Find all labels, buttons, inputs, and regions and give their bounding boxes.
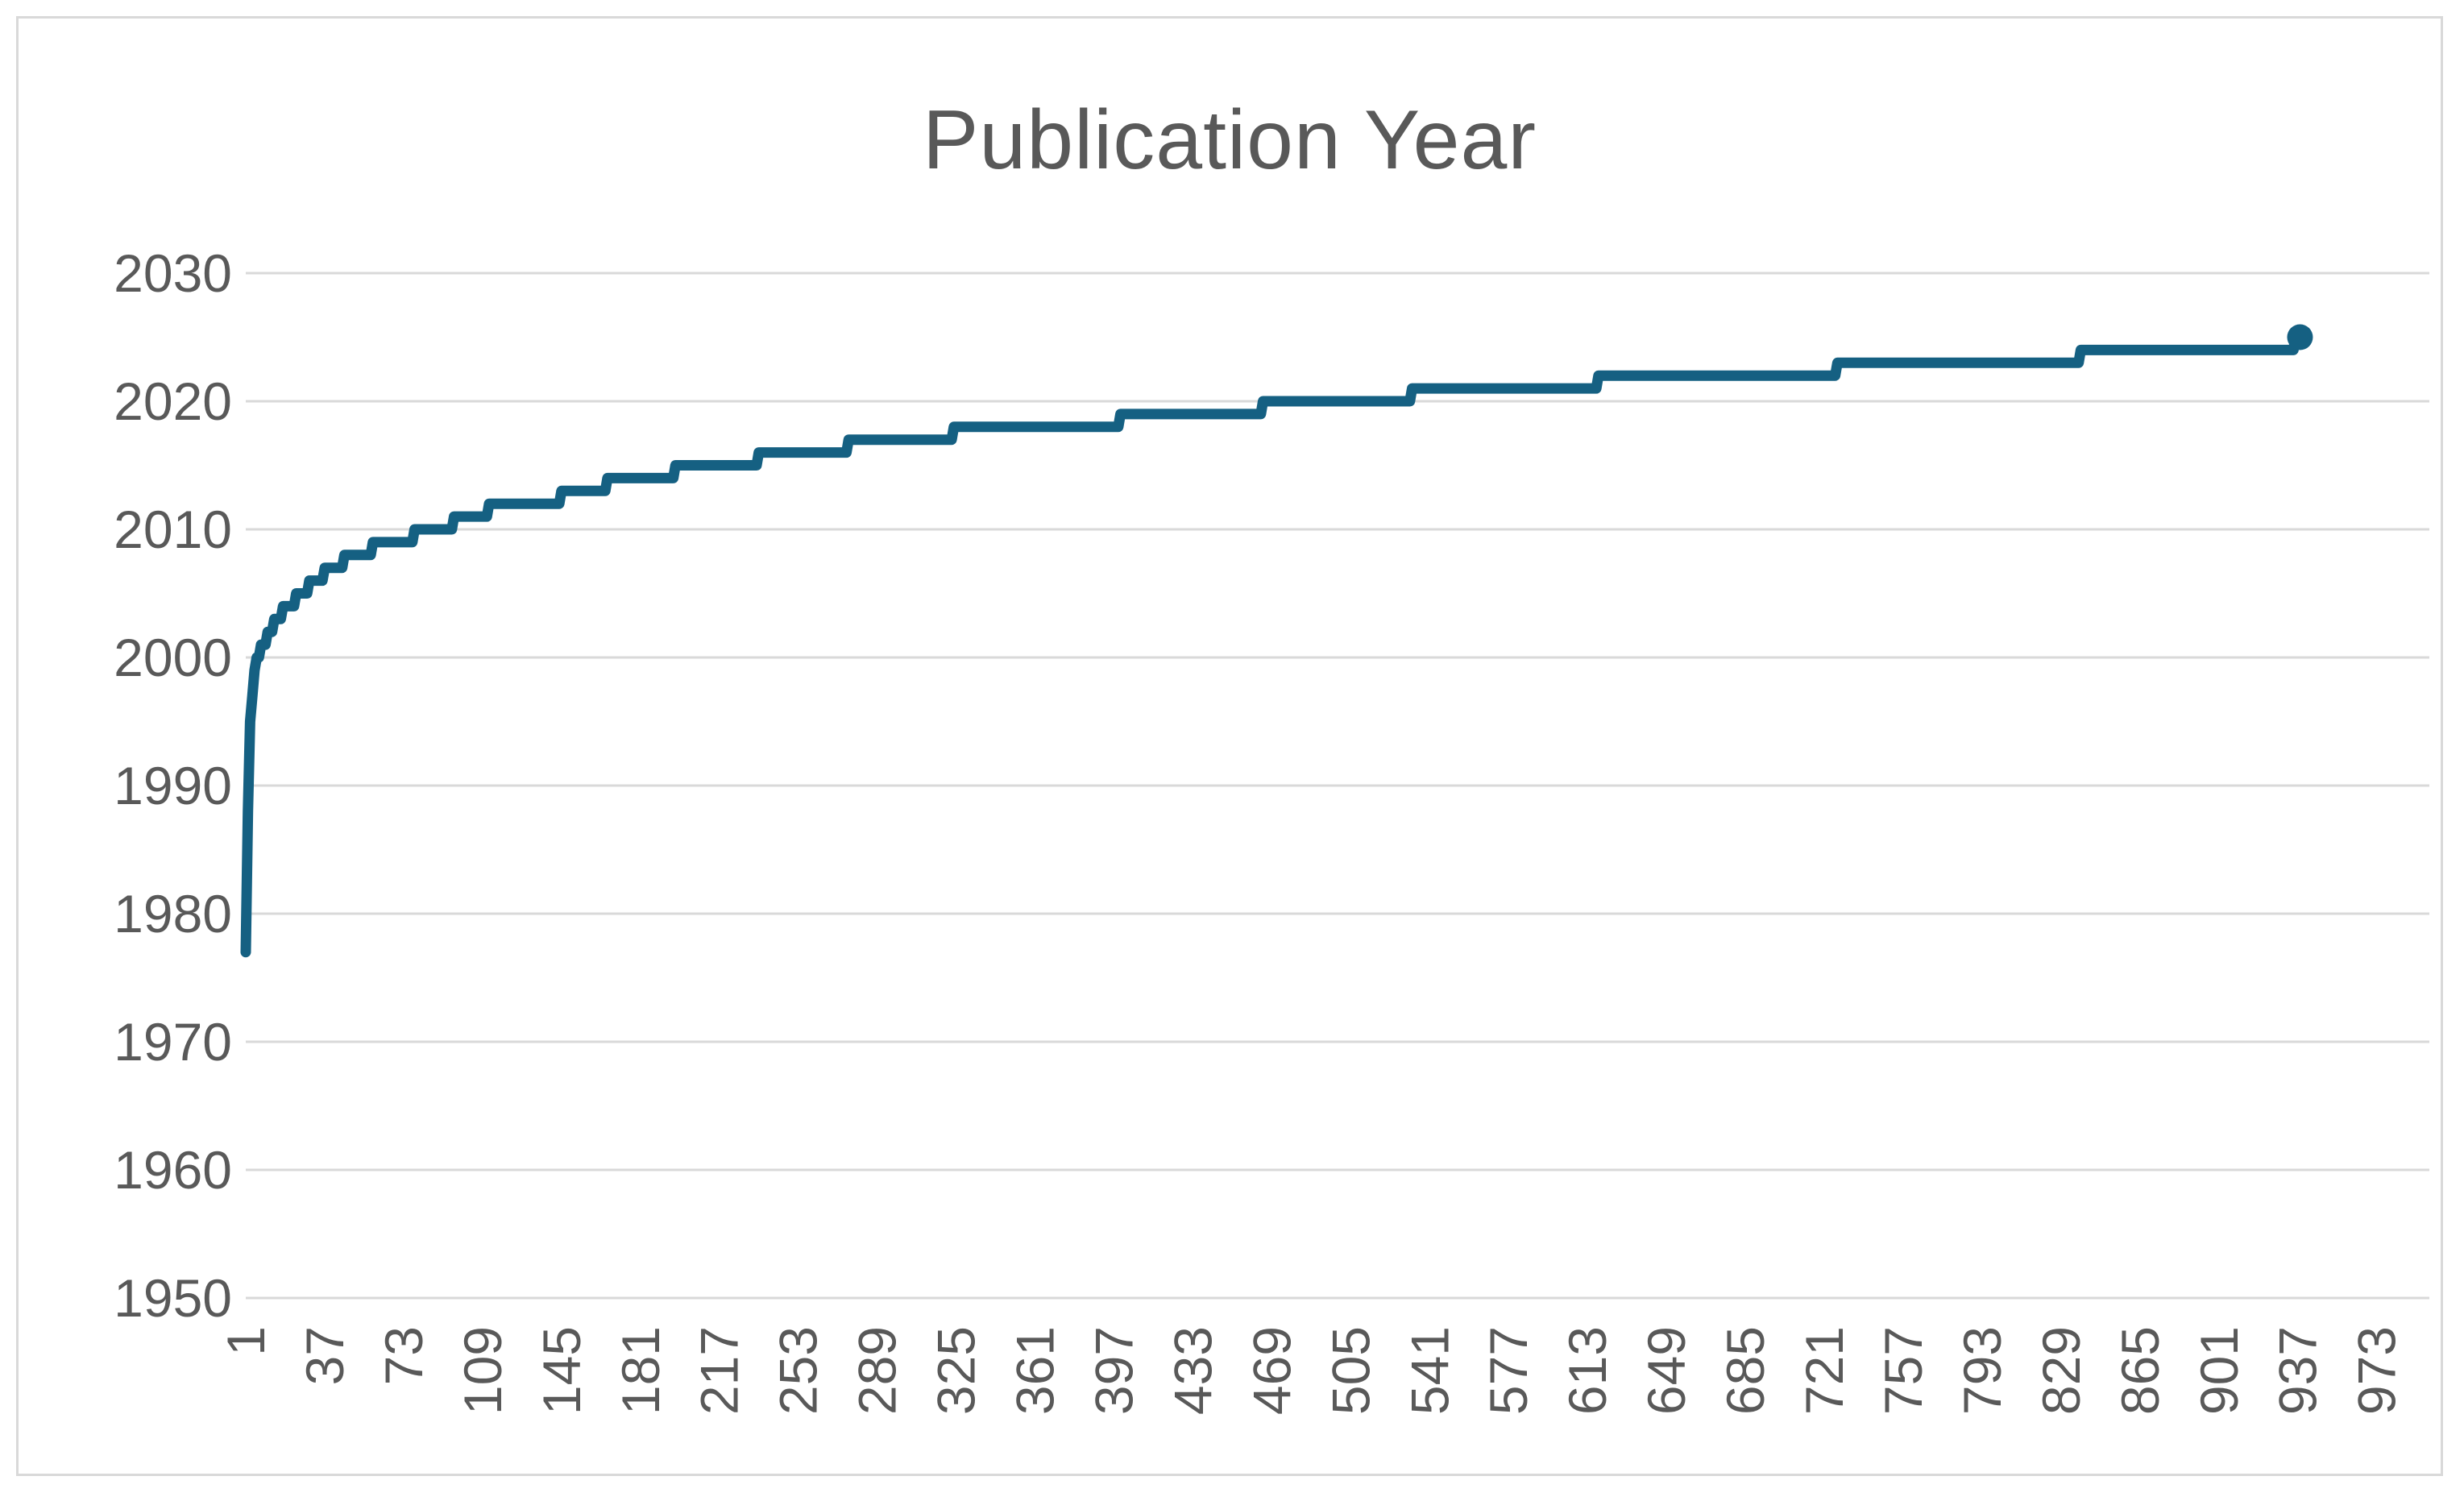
x-axis-tick-label: 901 (2189, 1326, 2249, 1415)
x-axis-tick-label: 109 (453, 1326, 512, 1415)
x-axis-tick-label: 217 (690, 1326, 749, 1415)
series-end-point[interactable] (2287, 324, 2313, 350)
x-axis-tick-label: 973 (2347, 1326, 2407, 1415)
x-axis-tick-label: 505 (1321, 1326, 1380, 1415)
chart-area[interactable]: Publication Year (16, 16, 2443, 1476)
x-axis-tick-label: 757 (1873, 1326, 1933, 1415)
y-axis-tick-label: 1960 (114, 1140, 232, 1200)
x-axis-tick-label: 181 (611, 1326, 670, 1415)
x-axis-tick-label: 685 (1715, 1326, 1775, 1415)
x-axis-tick-label: 361 (1006, 1326, 1065, 1415)
x-axis-tick-label: 865 (2110, 1326, 2170, 1415)
data-series-line[interactable] (240, 332, 2305, 958)
x-axis-tick-label: 397 (1084, 1326, 1143, 1415)
y-axis-tick-label: 1990 (114, 756, 232, 815)
y-axis-tick-label: 1950 (114, 1268, 232, 1328)
x-axis-tick-label: 433 (1163, 1326, 1222, 1415)
x-axis-tick-label: 325 (927, 1326, 986, 1415)
x-axis-tick-label: 145 (532, 1326, 591, 1415)
x-axis-tick-label: 541 (1400, 1326, 1459, 1415)
x-axis-tick-label: 793 (1952, 1326, 2012, 1415)
x-axis-tick-label: 289 (848, 1326, 907, 1415)
chart-title[interactable]: Publication Year (923, 93, 1537, 187)
x-axis-tick-label: 577 (1479, 1326, 1538, 1415)
y-axis-tick-label: 1980 (114, 884, 232, 943)
y-axis-tick-label: 2030 (114, 243, 232, 303)
y-axis-tick-label: 2020 (114, 371, 232, 431)
y-axis[interactable]: 1950 1960 1970 1980 1990 2000 2010 2020 2030 (114, 243, 232, 1328)
x-axis-tick-label: 37 (295, 1326, 355, 1385)
y-axis-tick-label: 2010 (114, 500, 232, 559)
x-axis-tick-label: 613 (1558, 1326, 1617, 1415)
x-axis-tick-label: 649 (1636, 1326, 1696, 1415)
y-axis-tick-label: 2000 (114, 628, 232, 687)
x-axis-tick-label: 253 (769, 1326, 828, 1415)
x-axis-tick-label: 937 (2268, 1326, 2328, 1415)
x-axis-tick-label: 829 (2031, 1326, 2091, 1415)
x-axis-tick-label: 469 (1242, 1326, 1301, 1415)
x-axis-tick-label: 1 (216, 1326, 276, 1356)
gridlines (246, 272, 2429, 1300)
y-axis-tick-label: 1970 (114, 1012, 232, 1072)
x-axis-tick-label: 73 (374, 1326, 433, 1385)
x-axis[interactable]: 1 37 73 109 145 181 217 253 289 325 361 397 433 469 50… (216, 1326, 2407, 1415)
x-axis-tick-label: 721 (1794, 1326, 1854, 1415)
data-series[interactable] (240, 324, 2313, 958)
